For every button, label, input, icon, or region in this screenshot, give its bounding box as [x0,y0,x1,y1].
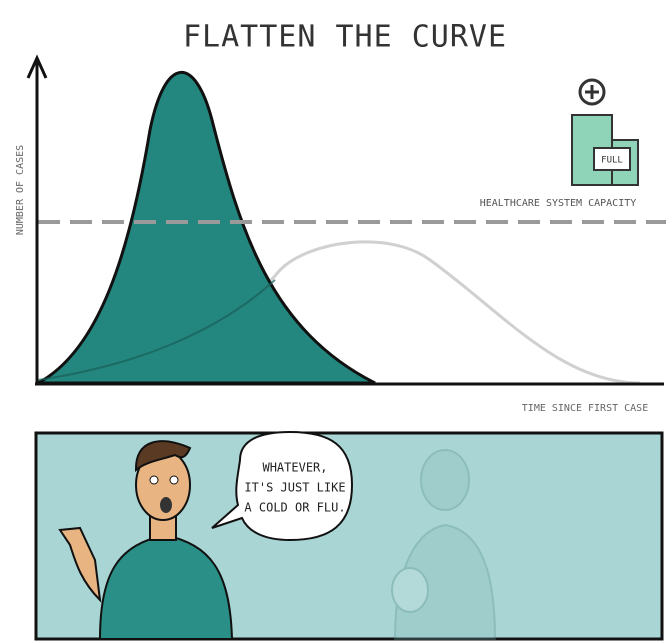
hospital-sign: FULL [601,156,623,166]
x-axis-label: TIME SINCE FIRST CASE [522,403,648,414]
hospital-icon: FULL [572,80,638,185]
speech-line: IT'S JUST LIKE [244,481,345,495]
speech-line: A COLD OR FLU. [244,501,345,515]
peak-curve [38,72,375,383]
y-axis-label: NUMBER OF CASES [15,145,26,235]
title: FLATTEN THE CURVE [183,20,507,55]
capacity-label: HEALTHCARE SYSTEM CAPACITY [480,198,637,209]
illustration: FLATTEN THE CURVE HEALTHCARE SYSTEM CAPA… [0,0,666,643]
speech-line: WHATEVER, [262,461,327,475]
